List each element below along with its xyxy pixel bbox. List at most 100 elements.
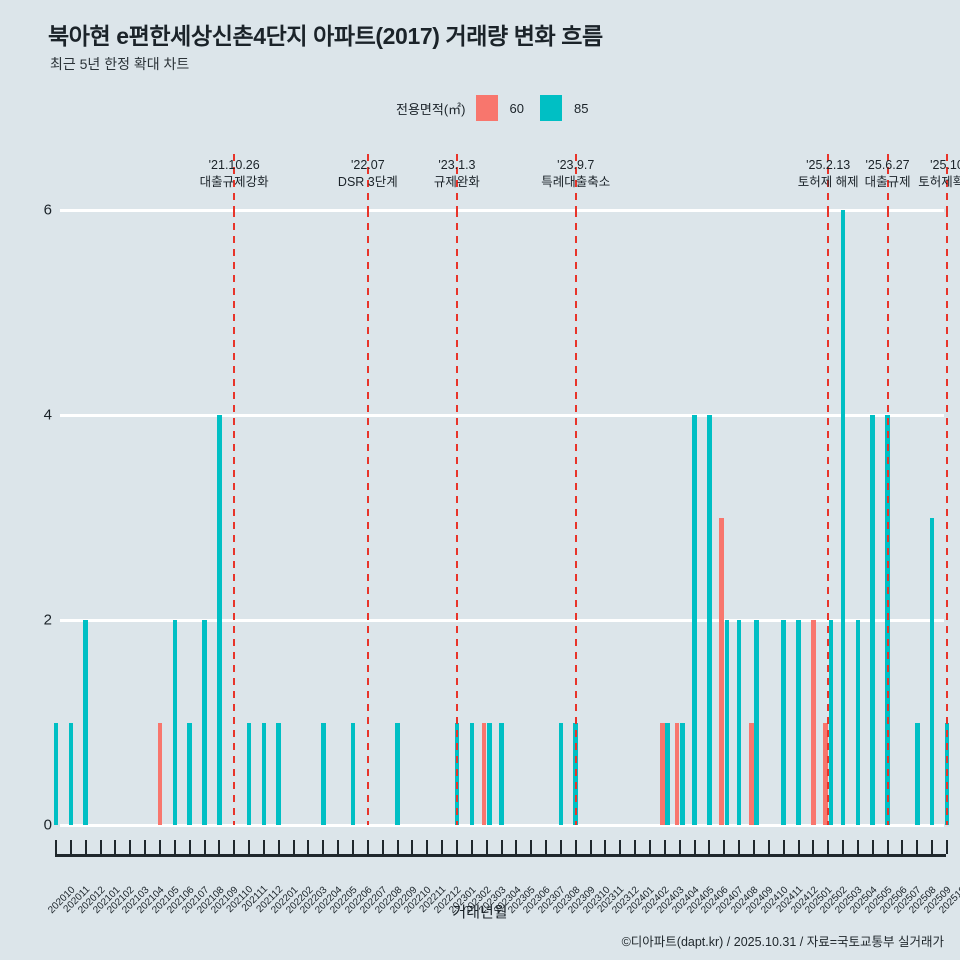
gridline-4 [60,413,944,417]
legend-item-60[interactable]: 60 [475,95,524,121]
bar[interactable] [276,722,282,825]
x-tick [545,840,548,854]
event-text: DSR 3단계 [337,175,398,189]
event-date: '22.07 [351,158,385,172]
bar[interactable] [83,620,88,825]
x-tick [901,840,904,854]
bar[interactable] [828,620,834,825]
event-line-head-202502 [827,154,830,210]
x-tick [515,840,518,854]
bar[interactable] [692,415,697,825]
x-tick [485,840,488,854]
event-line-head-202301 [455,154,458,210]
bar[interactable] [202,620,207,825]
bar[interactable] [929,517,935,825]
bar[interactable] [781,620,786,825]
bar[interactable] [659,722,665,825]
bar[interactable] [674,722,680,825]
x-tick [946,840,948,854]
legend-swatch-60 [475,95,498,121]
x-tick [366,840,369,854]
bar[interactable] [395,722,400,825]
event-date: '23.9.7 [557,158,595,172]
x-tick [931,840,934,854]
x-tick [604,840,607,854]
x-tick [441,840,444,854]
x-tick [322,840,325,854]
event-label-202110: '21.10.26 대출규제강화 [200,157,269,191]
bar[interactable] [749,722,754,825]
x-tick [262,840,265,854]
bar[interactable] [486,722,492,825]
bar[interactable] [187,722,192,825]
bar[interactable] [261,722,267,825]
bar[interactable] [680,722,685,825]
bar[interactable] [157,722,163,825]
bar[interactable] [915,722,920,825]
event-line-202510 [946,210,948,825]
bar[interactable] [840,210,846,825]
x-tick [352,840,354,854]
bar[interactable] [469,722,475,825]
bar[interactable] [217,415,222,825]
bar[interactable] [796,620,801,825]
bar[interactable] [68,722,74,825]
event-line-202502 [827,210,830,825]
x-tick [144,840,147,854]
x-tick [708,840,711,854]
x-tick [233,840,236,854]
bar[interactable] [707,415,712,825]
bar[interactable] [665,722,670,825]
bar[interactable] [823,722,828,825]
bar[interactable] [754,620,759,825]
bar[interactable] [499,722,504,825]
bar[interactable] [855,620,861,825]
x-tick [188,840,191,854]
event-text: 토허제 해제 [797,175,859,189]
legend-label-60: 60 [509,100,524,116]
x-tick [649,840,651,854]
x-tick [203,840,206,854]
x-tick [173,840,176,854]
x-tick [500,840,503,854]
bar[interactable] [724,620,730,825]
bar[interactable] [811,620,816,825]
bar[interactable] [350,722,356,825]
x-tick [381,840,384,854]
event-date: '25.2.13 [806,158,851,172]
page-title: 북아현 e편한세상신촌4단지 아파트(2017) 거래량 변화 흐름 [48,23,603,49]
x-tick [470,840,473,854]
bar[interactable] [53,722,59,825]
bar[interactable] [558,722,564,825]
event-label-202510: '25.10 토허제확대 [918,157,960,191]
x-tick [55,840,57,854]
bar[interactable] [719,517,724,825]
x-tick [426,840,429,854]
event-text: 대출규제강화 [199,175,269,189]
x-tick [248,840,251,854]
event-label-202502: '25.2.13 토허제 해제 [798,157,859,191]
legend-items: 60 85 [475,95,605,121]
legend-item-85[interactable]: 85 [539,95,588,121]
bar[interactable] [246,722,252,825]
footer-note: ©디아파트(dapt.kr) / 2025.10.31 / 자료=국토교통부 실… [621,935,944,949]
event-text: 특례대출축소 [541,175,611,189]
x-tick [114,840,117,854]
event-text: 대출규제 [864,175,911,189]
event-line-202301 [455,210,458,825]
bar[interactable] [870,415,876,825]
event-line-202110 [233,210,236,825]
x-tick [218,840,221,854]
event-label-202309: '23.9.7 특례대출축소 [541,157,610,191]
bar[interactable] [172,620,178,825]
x-tick [812,840,815,854]
bar[interactable] [481,722,487,825]
x-tick [827,840,830,854]
event-line-head-202207 [366,154,369,210]
event-line-head-202309 [574,154,577,210]
bar[interactable] [321,722,326,825]
bar[interactable] [736,620,742,825]
event-line-head-202110 [233,154,236,210]
x-tick [84,840,87,854]
